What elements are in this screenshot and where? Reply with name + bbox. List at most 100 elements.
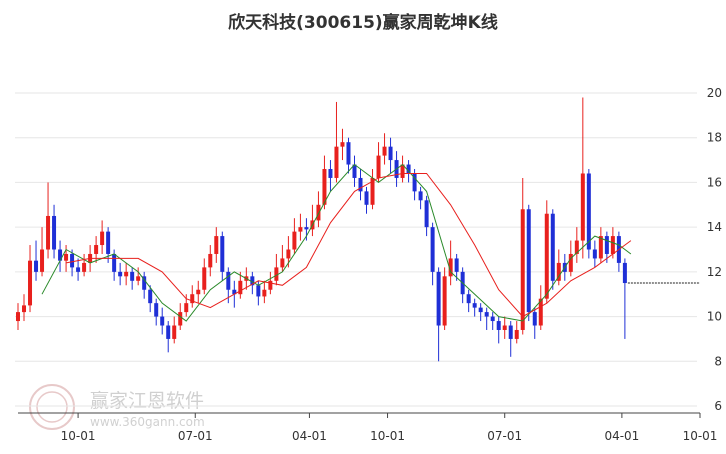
x-tick-label: 10-01 xyxy=(683,429,718,443)
candle-body xyxy=(598,236,603,259)
candle-body xyxy=(514,329,519,339)
candle-body xyxy=(22,305,27,313)
candle-body xyxy=(418,191,423,201)
y-tick-label: 16 xyxy=(707,175,722,189)
candle-body xyxy=(370,177,375,205)
candle-body xyxy=(454,258,459,272)
candle-body xyxy=(16,312,20,322)
candle-body xyxy=(334,146,339,178)
candle-body xyxy=(610,236,615,254)
y-tick-label: 6 xyxy=(714,399,722,413)
candle-body xyxy=(592,249,597,259)
candle-body xyxy=(484,312,489,317)
candle-body xyxy=(622,262,627,284)
y-tick-label: 14 xyxy=(707,220,722,234)
candle-body xyxy=(436,271,441,326)
candle-body xyxy=(526,209,531,313)
candle-body xyxy=(184,303,189,313)
candle-body xyxy=(160,316,165,326)
chart-title: 欣天科技(300615)赢家周乾坤K线 xyxy=(228,12,498,33)
candle-body xyxy=(58,249,63,261)
watermark-url: www.360gann.com xyxy=(90,415,205,429)
candle-body xyxy=(412,173,417,192)
candle-body xyxy=(352,164,357,178)
candle-body xyxy=(430,227,435,272)
candle-body xyxy=(406,164,411,174)
candle-body xyxy=(298,227,303,232)
candle-body xyxy=(172,325,177,339)
candle-body xyxy=(166,325,171,339)
candle-body xyxy=(124,271,129,277)
candle-body xyxy=(34,260,39,272)
candle-body xyxy=(316,204,321,221)
candle-body xyxy=(100,231,105,246)
moving-average-line xyxy=(66,173,632,318)
candle-body xyxy=(28,260,33,306)
candle-body xyxy=(382,146,387,156)
candle-body xyxy=(580,173,585,241)
x-tick-label: 10-01 xyxy=(370,429,405,443)
candle-body xyxy=(136,276,141,281)
candle-body xyxy=(388,146,393,161)
candle-body xyxy=(472,303,477,308)
candle-body xyxy=(256,285,261,297)
x-tick-label: 10-01 xyxy=(61,429,96,443)
candle-body xyxy=(250,276,255,286)
candle-body xyxy=(226,271,231,290)
y-tick-label: 18 xyxy=(707,131,722,145)
candle-body xyxy=(328,169,333,178)
candle-body xyxy=(364,191,369,205)
candle-body xyxy=(142,276,147,290)
candle-body xyxy=(304,227,309,230)
candle-body xyxy=(544,213,549,299)
x-tick-label: 07-01 xyxy=(487,429,522,443)
candle-body xyxy=(232,289,237,295)
candle-body xyxy=(292,231,297,250)
candle-body xyxy=(550,213,555,281)
candle-body xyxy=(268,280,273,290)
watermark-name: 赢家江恩软件 xyxy=(90,390,204,412)
candle-body xyxy=(376,155,381,178)
candle-body xyxy=(280,258,285,268)
candle-body xyxy=(448,258,453,277)
candle-body xyxy=(130,271,135,281)
candle-body xyxy=(148,289,153,304)
x-tick-label: 04-01 xyxy=(604,429,639,443)
y-tick-label: 10 xyxy=(707,310,722,324)
candle-body xyxy=(214,236,219,254)
candle-body xyxy=(154,303,159,317)
candle-body xyxy=(208,253,213,268)
candle-body xyxy=(274,267,279,281)
y-tick-label: 8 xyxy=(714,354,722,368)
candle-body xyxy=(502,325,507,330)
y-tick-label: 12 xyxy=(707,265,722,279)
y-tick-label: 20 xyxy=(707,86,722,100)
candle-body xyxy=(118,271,123,277)
candle-body xyxy=(478,307,483,313)
candle-body xyxy=(286,249,291,259)
candle-body xyxy=(238,280,243,295)
moving-average-line xyxy=(41,163,632,322)
candle-body xyxy=(520,209,525,330)
candle-body xyxy=(340,142,345,147)
candle-body xyxy=(322,169,327,205)
candle-body xyxy=(346,142,351,165)
candle-body xyxy=(358,177,363,192)
candle-body xyxy=(556,262,561,281)
candle-body xyxy=(70,253,75,268)
candle-body xyxy=(202,267,207,290)
candle-body xyxy=(508,325,513,339)
candle-body xyxy=(262,289,267,297)
candle-body xyxy=(46,215,51,250)
candle-body xyxy=(586,173,591,250)
candle-body xyxy=(178,312,183,326)
candle-body xyxy=(106,231,111,254)
x-tick-label: 07-01 xyxy=(178,429,213,443)
candle-body xyxy=(82,262,87,272)
candle-body xyxy=(190,294,195,304)
candle-body xyxy=(490,316,495,322)
candle-body xyxy=(568,253,573,272)
candle-body xyxy=(76,267,81,272)
candle-body xyxy=(220,236,225,272)
